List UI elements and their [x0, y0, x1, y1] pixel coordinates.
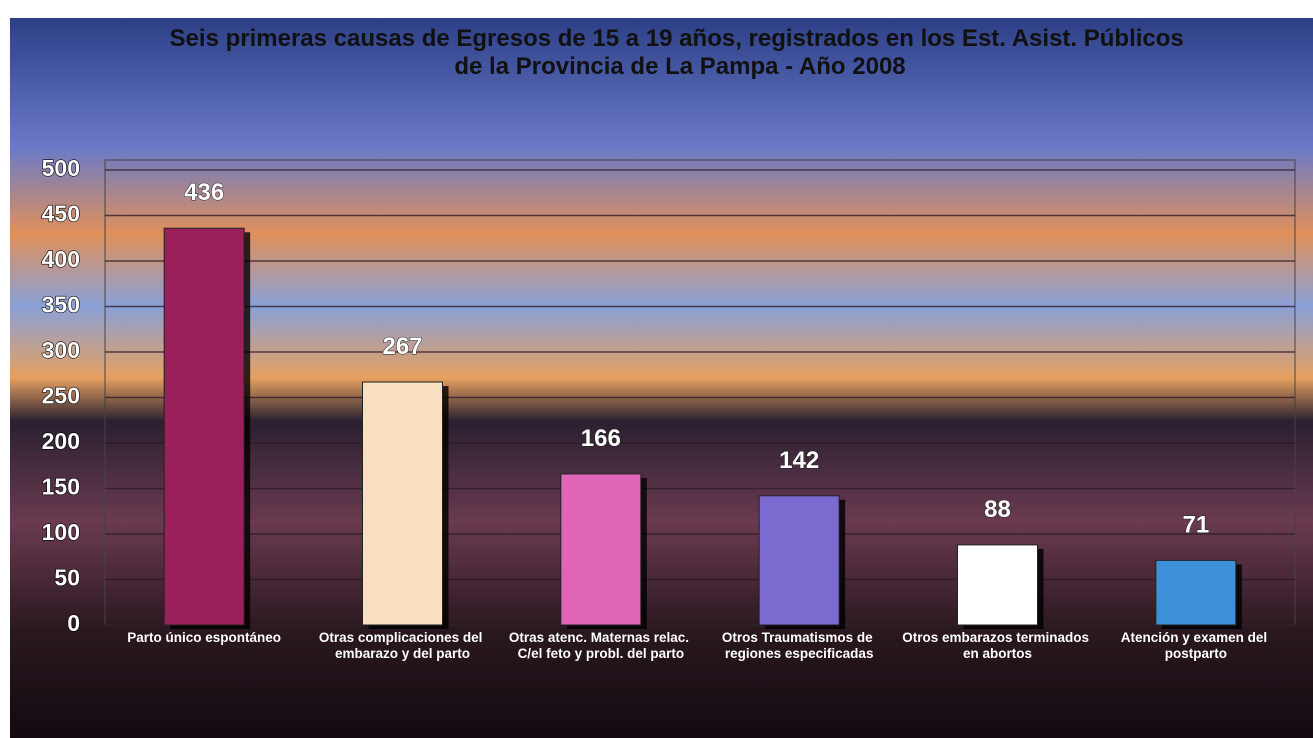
bar: [1155, 559, 1237, 626]
value-label: 88: [984, 496, 1011, 523]
bar: [560, 473, 642, 626]
y-tick-label: 300: [42, 337, 80, 363]
y-tick-label: 0: [67, 610, 80, 636]
x-tick-label: Otros Traumatismos de regiones especific…: [722, 630, 877, 661]
y-tick-label: 250: [42, 383, 80, 409]
y-tick-label: 200: [42, 428, 80, 454]
y-tick-label: 100: [42, 519, 80, 545]
y-tick-label: 350: [42, 292, 80, 318]
y-tick-label: 150: [42, 474, 80, 500]
x-tick-label: Atención y examen del postparto: [1121, 630, 1271, 661]
y-tick-label: 50: [54, 565, 80, 591]
bar: [957, 544, 1038, 626]
y-tick-label: 400: [42, 246, 80, 272]
x-tick-label: Otras atenc. Maternas relac. C/el feto y…: [509, 630, 693, 661]
bar: [362, 381, 443, 626]
value-label: 267: [382, 333, 422, 360]
y-tick-label: 500: [42, 155, 80, 181]
x-tick-label: Otros embarazos terminados en abortos: [902, 630, 1093, 661]
x-tick-label: Parto único espontáneo: [127, 630, 281, 645]
value-label: 142: [779, 447, 819, 474]
y-tick-label: 450: [42, 201, 80, 227]
bar: [163, 227, 245, 626]
x-tick-label: Otras complicaciones del embarazo y del …: [319, 630, 486, 661]
chart-title: Seis primeras causas de Egresos de 15 a …: [170, 25, 1191, 80]
bar: [758, 495, 840, 626]
value-label: 436: [184, 179, 224, 206]
value-label: 166: [581, 425, 621, 452]
value-label: 71: [1182, 511, 1209, 538]
